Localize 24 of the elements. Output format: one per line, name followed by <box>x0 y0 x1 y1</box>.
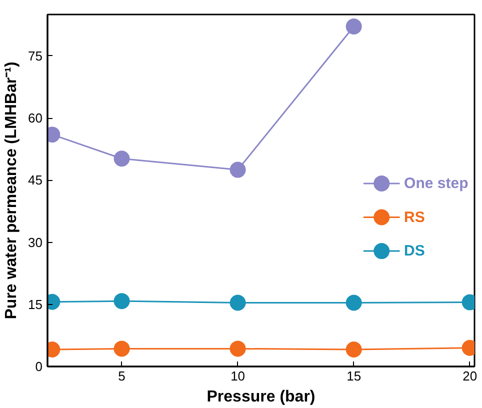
point <box>230 162 246 178</box>
y-tick-label: 0 <box>35 359 43 374</box>
point <box>346 342 362 358</box>
x-tick-label: 5 <box>118 368 126 384</box>
x-tick-label: 20 <box>462 368 478 384</box>
y-tick-label: 30 <box>28 234 43 250</box>
point <box>230 294 246 311</box>
x-axis-title: Pressure (bar) <box>206 388 316 406</box>
point <box>346 18 362 34</box>
legend-label: RS <box>404 208 425 226</box>
y-tick-label: 60 <box>28 110 43 126</box>
y-tick-label: 45 <box>28 172 43 188</box>
legend-label: One step <box>404 174 468 192</box>
legend-label: DS <box>404 242 425 260</box>
point <box>114 150 130 167</box>
y-tick-label: 15 <box>28 296 43 312</box>
x-tick-label: 10 <box>230 368 246 384</box>
y-axis-title: Pure water permeance (LMHBar⁻¹) <box>3 62 20 320</box>
point <box>114 340 130 357</box>
point <box>114 293 130 310</box>
point <box>346 294 362 311</box>
point <box>230 340 246 357</box>
x-tick-label: 15 <box>346 368 362 384</box>
y-tick-label: 75 <box>28 48 43 64</box>
